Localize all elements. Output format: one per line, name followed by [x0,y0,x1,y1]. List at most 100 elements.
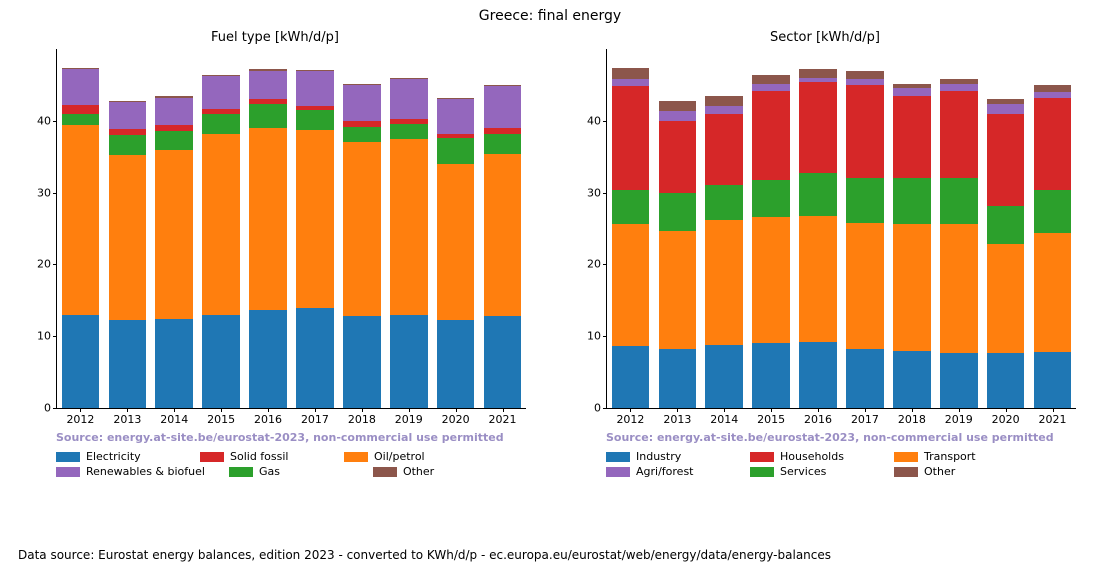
legend-swatch [373,467,397,477]
bar-segment-services [659,193,697,232]
bar-segment-other [612,68,650,79]
x-tick-mark [503,408,504,412]
x-tick-mark [221,408,222,412]
x-tick-mark [865,408,866,412]
panel-fuel-type: Fuel type [kWh/d/p] 01020304020122013201… [0,30,550,478]
y-tick-mark [53,336,57,337]
bar-segment-other [659,101,697,111]
bar-segment-transport [799,216,837,342]
x-tick-mark [315,408,316,412]
x-tick-mark [268,408,269,412]
bar-segment-electricity [109,320,147,408]
bar-segment-electricity [343,316,381,408]
legend-swatch [344,452,368,462]
legend-label: Other [403,465,434,478]
bar-stack [296,70,334,408]
legend-item-renewables: Renewables & biofuel [56,465,205,478]
bar-segment-households [846,85,884,178]
bar-segment-households [752,91,790,180]
panels-row: Fuel type [kWh/d/p] 01020304020122013201… [0,30,1100,478]
bar-stack [987,99,1025,408]
bar-segment-solid_fossil [62,105,100,114]
x-tick-mark [1006,408,1007,412]
plot-right-wrap: 0102030402012201320142015201620172018201… [606,49,1076,409]
bar-segment-renewables [343,85,381,121]
bar-segment-households [799,82,837,172]
bar-segment-services [893,178,931,224]
x-tick-mark [630,408,631,412]
bar-segment-industry [893,351,931,408]
bar-segment-oil_petrol [109,155,147,320]
y-tick-label: 10 [571,330,601,343]
bar-segment-services [940,178,978,224]
bar-segment-transport [752,217,790,343]
y-tick-label: 0 [571,402,601,415]
bar-segment-electricity [62,315,100,408]
bar-stack [62,68,100,408]
x-tick-label: 2021 [489,413,517,426]
legend-swatch [56,467,80,477]
bar-stack [484,85,522,408]
bar-segment-services [612,190,650,224]
y-tick-label: 0 [21,402,51,415]
bar-segment-gas [155,131,193,150]
figure-title: Greece: final energy [0,8,1100,24]
bar-segment-electricity [437,320,475,408]
bar-segment-renewables [109,102,147,129]
bar-segment-transport [612,224,650,346]
bar-segment-gas [62,114,100,125]
bar-segment-services [752,180,790,217]
y-tick-label: 10 [21,330,51,343]
legend-sector: IndustryHouseholdsTransportAgri/forestSe… [606,450,1076,478]
legend-label: Industry [636,450,681,463]
x-tick-label: 2013 [663,413,691,426]
y-tick-mark [603,336,607,337]
bar-segment-other [846,71,884,80]
bar-segment-services [1034,190,1072,233]
bar-segment-industry [705,345,743,408]
legend-item-solid_fossil: Solid fossil [200,450,320,463]
bar-stack [752,75,790,408]
bar-segment-renewables [202,76,240,109]
legend-swatch [750,452,774,462]
bar-stack [390,78,428,408]
legend-label: Services [780,465,826,478]
y-tick-label: 40 [21,114,51,127]
bar-segment-agri_forest [893,88,931,97]
bar-segment-industry [940,353,978,408]
x-tick-mark [677,408,678,412]
x-tick-label: 2015 [757,413,785,426]
y-tick-label: 30 [571,186,601,199]
bar-segment-industry [1034,352,1072,408]
legend-label: Renewables & biofuel [86,465,205,478]
bar-segment-electricity [484,316,522,408]
y-tick-label: 20 [571,258,601,271]
bar-stack [249,69,287,408]
bar-segment-oil_petrol [155,150,193,319]
x-tick-label: 2018 [898,413,926,426]
bar-segment-households [1034,98,1072,190]
bar-stack [612,68,650,408]
legend-fuel-type: Electricity Solid fossil Oil/petrol Renewab… [56,450,526,478]
plot-fuel-type: 0102030402012201320142015201620172018201… [56,49,526,409]
bar-stack [202,75,240,408]
source-note-left: Source: energy.at-site.be/eurostat-2023,… [56,431,530,444]
x-tick-label: 2020 [442,413,470,426]
bar-stack [846,71,884,408]
bar-segment-oil_petrol [390,139,428,314]
bar-segment-oil_petrol [202,134,240,315]
legend-label: Oil/petrol [374,450,425,463]
bar-stack [705,96,743,408]
bar-segment-other [705,96,743,106]
legend-swatch [229,467,253,477]
bar-segment-renewables [390,79,428,119]
legend-swatch [750,467,774,477]
bar-segment-other [752,75,790,84]
legend-label: Gas [259,465,280,478]
panel-sector-title: Sector [kWh/d/p] [570,30,1080,45]
legend-swatch [894,467,918,477]
legend-item-electricity: Electricity [56,450,176,463]
bar-segment-gas [484,134,522,154]
bar-segment-oil_petrol [62,125,100,315]
bar-segment-agri_forest [752,84,790,91]
